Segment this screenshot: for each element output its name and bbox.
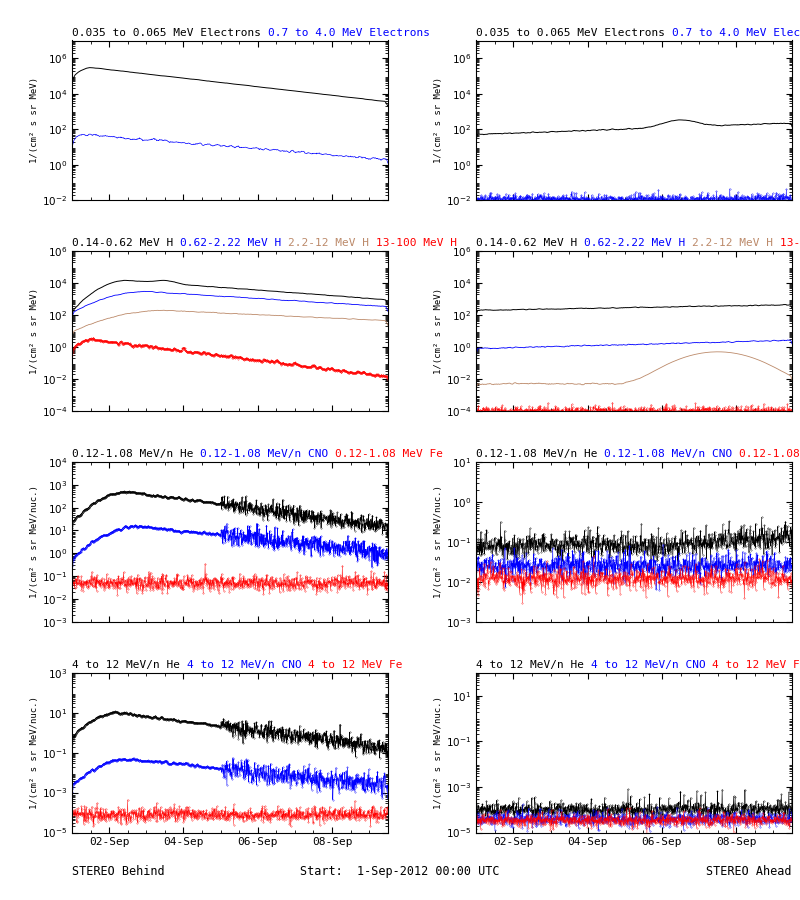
Text: STEREO Behind: STEREO Behind	[72, 865, 165, 878]
Text: 4 to 12 MeV/n He: 4 to 12 MeV/n He	[72, 660, 186, 670]
Y-axis label: 1/(cm² s sr MeV): 1/(cm² s sr MeV)	[434, 77, 443, 163]
Text: 2.2-12 MeV H: 2.2-12 MeV H	[288, 238, 376, 248]
Text: STEREO Ahead: STEREO Ahead	[706, 865, 792, 878]
Text: 4 to 12 MeV/n CNO: 4 to 12 MeV/n CNO	[591, 660, 713, 670]
Text: 4 to 12 MeV/n He: 4 to 12 MeV/n He	[476, 660, 591, 670]
Text: 0.035 to 0.065 MeV Electrons: 0.035 to 0.065 MeV Electrons	[476, 28, 672, 38]
Text: 13-100 MeV H: 13-100 MeV H	[376, 238, 463, 248]
Text: 0.62-2.22 MeV H: 0.62-2.22 MeV H	[584, 238, 692, 248]
Text: 0.12-1.08 MeV/n CNO: 0.12-1.08 MeV/n CNO	[200, 449, 335, 459]
Text: 0.12-1.08 MeV/n He: 0.12-1.08 MeV/n He	[72, 449, 200, 459]
Text: 13-100 MeV H: 13-100 MeV H	[780, 238, 800, 248]
Y-axis label: 1/(cm² s sr MeV/nuc.): 1/(cm² s sr MeV/nuc.)	[434, 697, 443, 809]
Text: 4 to 12 MeV Fe: 4 to 12 MeV Fe	[713, 660, 800, 670]
Text: 0.7 to 4.0 MeV Electrons: 0.7 to 4.0 MeV Electrons	[268, 28, 437, 38]
Text: Start:  1-Sep-2012 00:00 UTC: Start: 1-Sep-2012 00:00 UTC	[300, 865, 500, 878]
Text: 0.12-1.08 MeV Fe: 0.12-1.08 MeV Fe	[335, 449, 450, 459]
Text: 2.2-12 MeV H: 2.2-12 MeV H	[692, 238, 780, 248]
Text: 0.035 to 0.065 MeV Electrons: 0.035 to 0.065 MeV Electrons	[72, 28, 268, 38]
Y-axis label: 1/(cm² s sr MeV/nuc.): 1/(cm² s sr MeV/nuc.)	[30, 485, 39, 598]
Y-axis label: 1/(cm² s sr MeV/nuc.): 1/(cm² s sr MeV/nuc.)	[30, 697, 39, 809]
Text: 0.12-1.08 MeV Fe: 0.12-1.08 MeV Fe	[739, 449, 800, 459]
Text: 0.14-0.62 MeV H: 0.14-0.62 MeV H	[476, 238, 584, 248]
Text: 0.62-2.22 MeV H: 0.62-2.22 MeV H	[180, 238, 288, 248]
Text: 0.14-0.62 MeV H: 0.14-0.62 MeV H	[72, 238, 180, 248]
Y-axis label: 1/(cm² s sr MeV): 1/(cm² s sr MeV)	[434, 288, 443, 374]
Y-axis label: 1/(cm² s sr MeV/nuc.): 1/(cm² s sr MeV/nuc.)	[434, 485, 443, 598]
Text: 0.7 to 4.0 MeV Electrons: 0.7 to 4.0 MeV Electrons	[672, 28, 800, 38]
Y-axis label: 1/(cm² s sr MeV): 1/(cm² s sr MeV)	[30, 77, 39, 163]
Text: 0.12-1.08 MeV/n He: 0.12-1.08 MeV/n He	[476, 449, 605, 459]
Text: 0.12-1.08 MeV/n CNO: 0.12-1.08 MeV/n CNO	[605, 449, 739, 459]
Text: 4 to 12 MeV Fe: 4 to 12 MeV Fe	[308, 660, 410, 670]
Y-axis label: 1/(cm² s sr MeV): 1/(cm² s sr MeV)	[30, 288, 38, 374]
Text: 4 to 12 MeV/n CNO: 4 to 12 MeV/n CNO	[186, 660, 308, 670]
